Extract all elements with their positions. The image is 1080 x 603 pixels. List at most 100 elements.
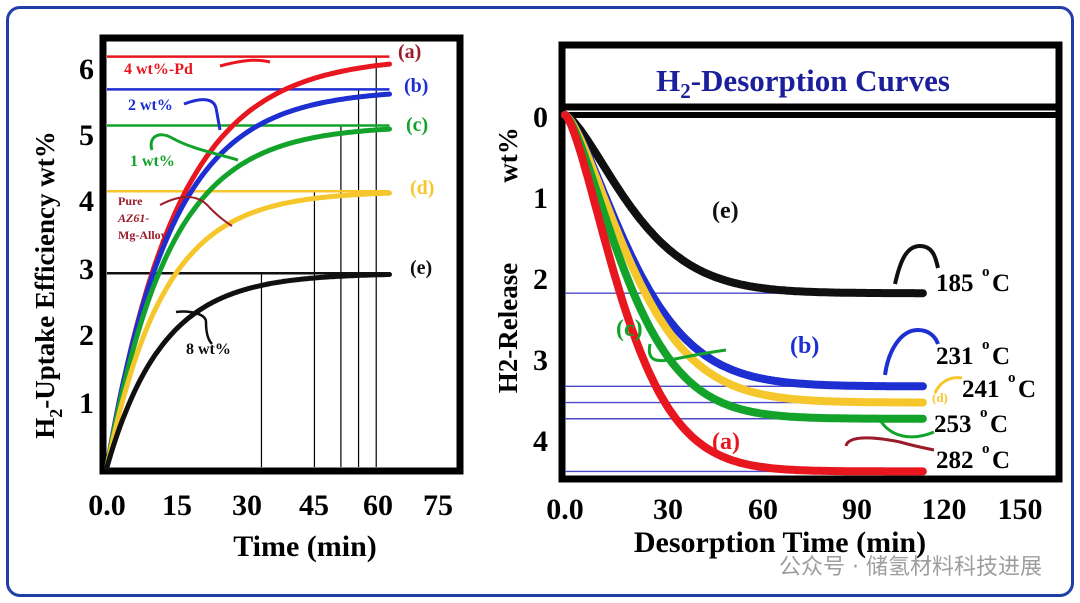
- desorption-leader-a: [844, 436, 935, 452]
- uptake-leader-d: [159, 196, 233, 227]
- desorption-title-box: [558, 41, 1063, 111]
- uptake-curve-c: [104, 126, 392, 470]
- desorption-temp-a-unit: C: [992, 447, 1010, 474]
- uptake-ylabel-h: H: [30, 418, 60, 439]
- desorption-xtick-120: 120: [922, 493, 967, 526]
- desorption-temp-c-value: 253: [934, 411, 972, 438]
- desorption-temp-e: 185 o C: [936, 264, 1010, 297]
- desorption-temp-b-degree: o: [982, 337, 990, 353]
- desorption-leader-d: [933, 376, 963, 394]
- desorption-temp-c: 253 o C: [934, 405, 1008, 438]
- uptake-tag-d: (d): [410, 177, 434, 199]
- outer-frame: [6, 6, 1074, 597]
- uptake-xtick-15: 15: [162, 489, 192, 522]
- uptake-ytick-5: 5: [79, 119, 94, 152]
- desorption-temp-b-unit: C: [992, 343, 1010, 370]
- uptake-leader-c: [149, 133, 239, 162]
- desorption-temp-e-degree: o: [982, 264, 990, 280]
- desorption-xtick-30: 30: [653, 493, 683, 526]
- desorption-ytick-1: 1: [533, 182, 548, 215]
- uptake-xtick-30: 30: [232, 489, 262, 522]
- uptake-label-d-3: Mg-Alloy: [118, 228, 167, 242]
- watermark: 公众号 · 储氢材料科技进展: [779, 555, 1042, 580]
- uptake-label-d-2: AZ61-: [117, 211, 149, 225]
- desorption-temp-e-value: 185: [936, 270, 974, 297]
- uptake-ytick-4: 4: [79, 185, 94, 218]
- desorption-tag-e: (e): [712, 198, 739, 224]
- uptake-ytick-1: 1: [79, 387, 94, 420]
- uptake-tag-e: (e): [410, 257, 432, 279]
- uptake-ylabel-rest: -Uptake Efficiency wt%: [30, 131, 60, 408]
- desorption-temp-e-unit: C: [992, 270, 1010, 297]
- uptake-label-e: 8 wt%: [186, 341, 231, 358]
- desorption-leader-e: [893, 243, 940, 285]
- desorption-ylabel-top: wt%: [493, 127, 523, 183]
- desorption-curve-d: [561, 111, 927, 407]
- uptake-label-c: 1 wt%: [130, 153, 175, 170]
- uptake-label-a: 4 wt%-Pd: [124, 61, 193, 78]
- uptake-tag-a: (a): [398, 41, 421, 63]
- uptake-chart: 1 2 3 4 5 6 0.0 15 30 45 60 75 Time (min…: [30, 34, 464, 563]
- uptake-leader-e: [175, 310, 213, 345]
- desorption-xtick-60: 60: [748, 493, 778, 526]
- desorption-ylabel: H2-Release: [493, 263, 523, 393]
- uptake-xtick-60: 60: [363, 489, 393, 522]
- uptake-tag-c: (c): [406, 114, 428, 136]
- desorption-ytick-4: 4: [533, 425, 548, 458]
- desorption-curve-e: [561, 111, 927, 298]
- uptake-label-d-1: Pure: [118, 194, 143, 208]
- desorption-temp-b-value: 231: [936, 343, 974, 370]
- uptake-ytick-2: 2: [79, 319, 94, 352]
- uptake-curve-e: [104, 272, 392, 470]
- desorption-title-rest: -Desorption Curves: [691, 63, 950, 98]
- desorption-temp-a-degree: o: [982, 441, 990, 457]
- uptake-xtick-45: 45: [299, 489, 329, 522]
- uptake-ytick-3: 3: [79, 253, 94, 286]
- desorption-curve-c: [561, 111, 927, 423]
- desorption-xtick-90: 90: [842, 493, 872, 526]
- uptake-curve-b: [104, 91, 392, 470]
- uptake-ytick-6: 6: [79, 53, 94, 86]
- uptake-xtick-75: 75: [423, 489, 453, 522]
- uptake-leader-b: [183, 98, 222, 131]
- uptake-tag-b: (b): [404, 75, 428, 97]
- desorption-temp-c-unit: C: [990, 411, 1008, 438]
- desorption-xtick-150: 150: [998, 493, 1043, 526]
- desorption-xtick-0: 0.0: [546, 493, 584, 526]
- desorption-title-h: H: [656, 63, 680, 98]
- desorption-temp-d-value: 241: [962, 376, 1000, 403]
- desorption-leader-c: [647, 343, 727, 363]
- desorption-title: H2-Desorption Curves: [656, 63, 950, 103]
- desorption-temp-c-degree: o: [980, 405, 988, 421]
- desorption-title-sub: 2: [680, 79, 691, 103]
- uptake-ylabel-sub: 2: [46, 409, 66, 418]
- svg-text:H2-Uptake Efficiency wt%: H2-Uptake Efficiency wt%: [30, 131, 66, 438]
- desorption-temp-d-unit: C: [1018, 376, 1036, 403]
- desorption-temp-a: 282 o C: [936, 441, 1010, 474]
- desorption-ytick-2: 2: [533, 263, 548, 296]
- desorption-tag-a: (a): [712, 429, 740, 455]
- desorption-chart: H2-Desorption Curves 0 1 2 3 4 0.0 30 60…: [493, 41, 1063, 559]
- desorption-curve-a: [561, 111, 927, 476]
- desorption-leader-b: [883, 327, 940, 376]
- desorption-tag-d: (d): [932, 390, 948, 405]
- desorption-tag-b: (b): [790, 333, 819, 359]
- desorption-tag-c: (c): [616, 316, 643, 342]
- desorption-temp-d: 241 o C: [962, 370, 1036, 403]
- desorption-ytick-3: 3: [533, 344, 548, 377]
- uptake-xtick-0: 0.0: [88, 489, 126, 522]
- desorption-ylabel-top-wrap: wt%: [493, 127, 523, 183]
- desorption-curves: [561, 111, 927, 476]
- uptake-curve-d: [104, 190, 392, 470]
- desorption-temp-a-value: 282: [936, 447, 974, 474]
- desorption-temp-b: 231 o C: [936, 337, 1010, 370]
- desorption-ylabel-wrap: H2-Release: [493, 263, 523, 393]
- uptake-ylabel: H2-Uptake Efficiency wt%: [30, 131, 66, 438]
- desorption-xlabel: Desorption Time (min): [634, 526, 926, 559]
- uptake-leader-a: [219, 58, 271, 68]
- uptake-curves: [104, 61, 392, 470]
- uptake-label-b: 2 wt%: [128, 97, 173, 114]
- desorption-leader-c2: [878, 419, 935, 439]
- desorption-ytick-0: 0: [533, 101, 548, 134]
